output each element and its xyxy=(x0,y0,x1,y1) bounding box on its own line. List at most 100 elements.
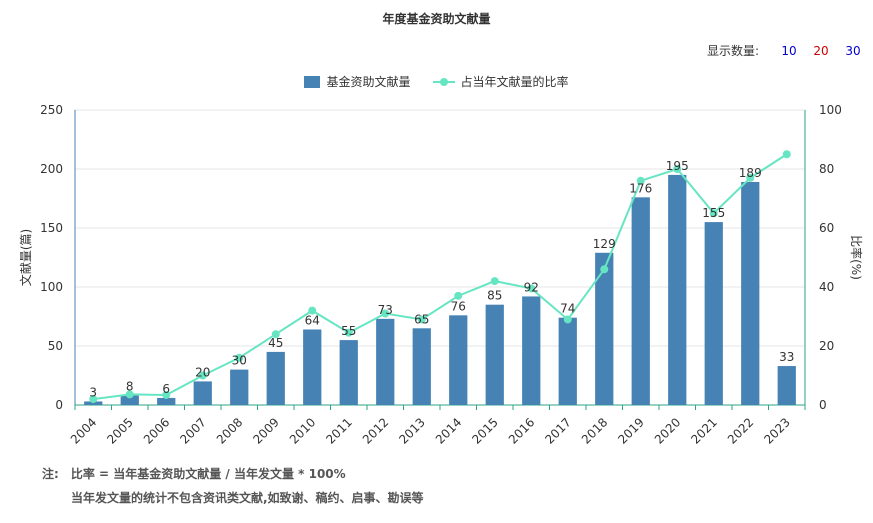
y-tick-label-left: 200 xyxy=(40,162,63,176)
x-tick-label: 2011 xyxy=(323,415,354,446)
rate-point xyxy=(673,165,682,173)
legend-line-swatch-icon xyxy=(432,76,455,88)
bar xyxy=(120,395,139,405)
bar xyxy=(595,252,614,405)
y-tick-label-left: 100 xyxy=(40,280,63,294)
note-exclusion: 当年发文量的统计不包含资讯类文献,如致谢、稿约、启事、勘误等 xyxy=(71,491,424,505)
bar-value-label: 189 xyxy=(739,166,762,180)
legend-item-line[interactable]: 占当年文献量的比率 xyxy=(432,73,569,90)
x-tick-label: 2020 xyxy=(652,415,683,446)
rate-point xyxy=(636,176,645,185)
legend-bar-swatch-icon xyxy=(304,75,321,88)
bar xyxy=(303,329,322,405)
bar-value-label: 155 xyxy=(702,206,725,220)
x-tick-label: 2010 xyxy=(287,415,318,446)
bar xyxy=(485,304,504,405)
bar-value-label: 73 xyxy=(378,303,393,317)
bar xyxy=(668,174,687,405)
x-tick-label: 2016 xyxy=(506,415,537,446)
display-count-option-30[interactable]: 30 xyxy=(845,43,861,58)
rate-point xyxy=(782,150,791,159)
rate-point xyxy=(344,328,353,337)
bar-value-label: 45 xyxy=(268,336,283,350)
x-tick-label: 2021 xyxy=(688,415,719,446)
bar-value-label: 129 xyxy=(593,237,616,251)
chart-legend: 基金资助文献量 占当年文献量的比率 xyxy=(0,73,873,90)
bar xyxy=(157,397,176,405)
note-formula: 注: 比率 = 当年基金资助文献量 / 当年发文量 * 100% xyxy=(42,465,346,482)
y-tick-label-left: 0 xyxy=(55,398,63,412)
rate-point xyxy=(271,330,280,339)
rate-point xyxy=(89,395,98,404)
x-tick-label: 2007 xyxy=(177,415,208,446)
y-axis-label-left: 文献量(篇) xyxy=(18,229,33,286)
bar-value-label: 176 xyxy=(629,181,652,195)
note-line1: 比率 = 当年基金资助文献量 / 当年发文量 * 100% xyxy=(70,467,346,481)
y-tick-label-right: 20 xyxy=(819,339,834,353)
x-tick-label: 2017 xyxy=(542,415,573,446)
rate-point xyxy=(125,390,134,399)
bar-value-label: 65 xyxy=(414,312,429,326)
x-tick-label: 2004 xyxy=(68,415,99,446)
bar-value-label: 8 xyxy=(126,380,134,394)
legend-line-label: 占当年文献量的比率 xyxy=(460,75,569,89)
x-tick-label: 2022 xyxy=(725,415,756,446)
rate-point xyxy=(198,371,207,380)
bar xyxy=(339,340,358,405)
rate-point xyxy=(746,173,755,182)
bar xyxy=(376,318,395,405)
bar xyxy=(522,296,541,405)
bar-value-label: 76 xyxy=(451,299,466,313)
y-tick-label-right: 40 xyxy=(819,280,834,294)
x-tick-label: 2015 xyxy=(469,415,500,446)
chart-title: 年度基金资助文献量 xyxy=(382,12,491,26)
display-count-label: 显示数量: xyxy=(706,44,759,58)
y-tick-label-left: 150 xyxy=(40,221,63,235)
y-tick-label-right: 80 xyxy=(819,162,834,176)
bar xyxy=(266,351,285,405)
bar xyxy=(230,369,249,405)
bar-value-label: 55 xyxy=(341,324,356,338)
rate-point xyxy=(454,291,463,300)
y-axis-label-right: 比率(%) xyxy=(849,235,864,280)
display-count-option-20[interactable]: 20 xyxy=(813,43,829,58)
rate-point xyxy=(417,315,426,324)
x-tick-label: 2005 xyxy=(104,415,135,446)
bar xyxy=(631,197,650,405)
bar-value-label: 3 xyxy=(89,385,97,399)
x-tick-label: 2023 xyxy=(761,415,792,446)
x-tick-label: 2009 xyxy=(250,415,281,446)
x-tick-label: 2012 xyxy=(360,415,391,446)
bar xyxy=(777,366,796,405)
bar-value-label: 64 xyxy=(305,313,320,327)
rate-point xyxy=(527,284,536,293)
legend-item-bar[interactable]: 基金资助文献量 xyxy=(304,73,411,90)
bar xyxy=(741,181,760,405)
bar-value-label: 92 xyxy=(524,280,539,294)
bar-value-label: 195 xyxy=(666,159,689,173)
bar-value-label: 85 xyxy=(487,289,502,303)
rate-point xyxy=(600,265,609,274)
note-prefix: 注: xyxy=(42,467,59,481)
display-count-option-10[interactable]: 10 xyxy=(781,43,797,58)
rate-point xyxy=(162,390,171,399)
x-tick-label: 2018 xyxy=(579,415,610,446)
display-count-control: 显示数量: 10 20 30 xyxy=(707,42,869,59)
rate-line xyxy=(93,153,788,401)
bar-value-label: 33 xyxy=(779,350,794,364)
rate-point xyxy=(308,306,317,315)
rate-point xyxy=(490,277,499,286)
rate-point xyxy=(381,309,390,318)
bar xyxy=(704,222,723,405)
bar xyxy=(412,328,431,405)
bar xyxy=(449,315,468,405)
y-tick-label-left: 250 xyxy=(40,103,63,117)
x-tick-label: 2019 xyxy=(615,415,646,446)
y-tick-label-right: 100 xyxy=(819,103,842,117)
bar-value-label: 20 xyxy=(195,365,210,379)
bar-value-label: 6 xyxy=(162,382,170,396)
bar-value-label: 74 xyxy=(560,302,575,316)
rate-point xyxy=(563,315,572,324)
